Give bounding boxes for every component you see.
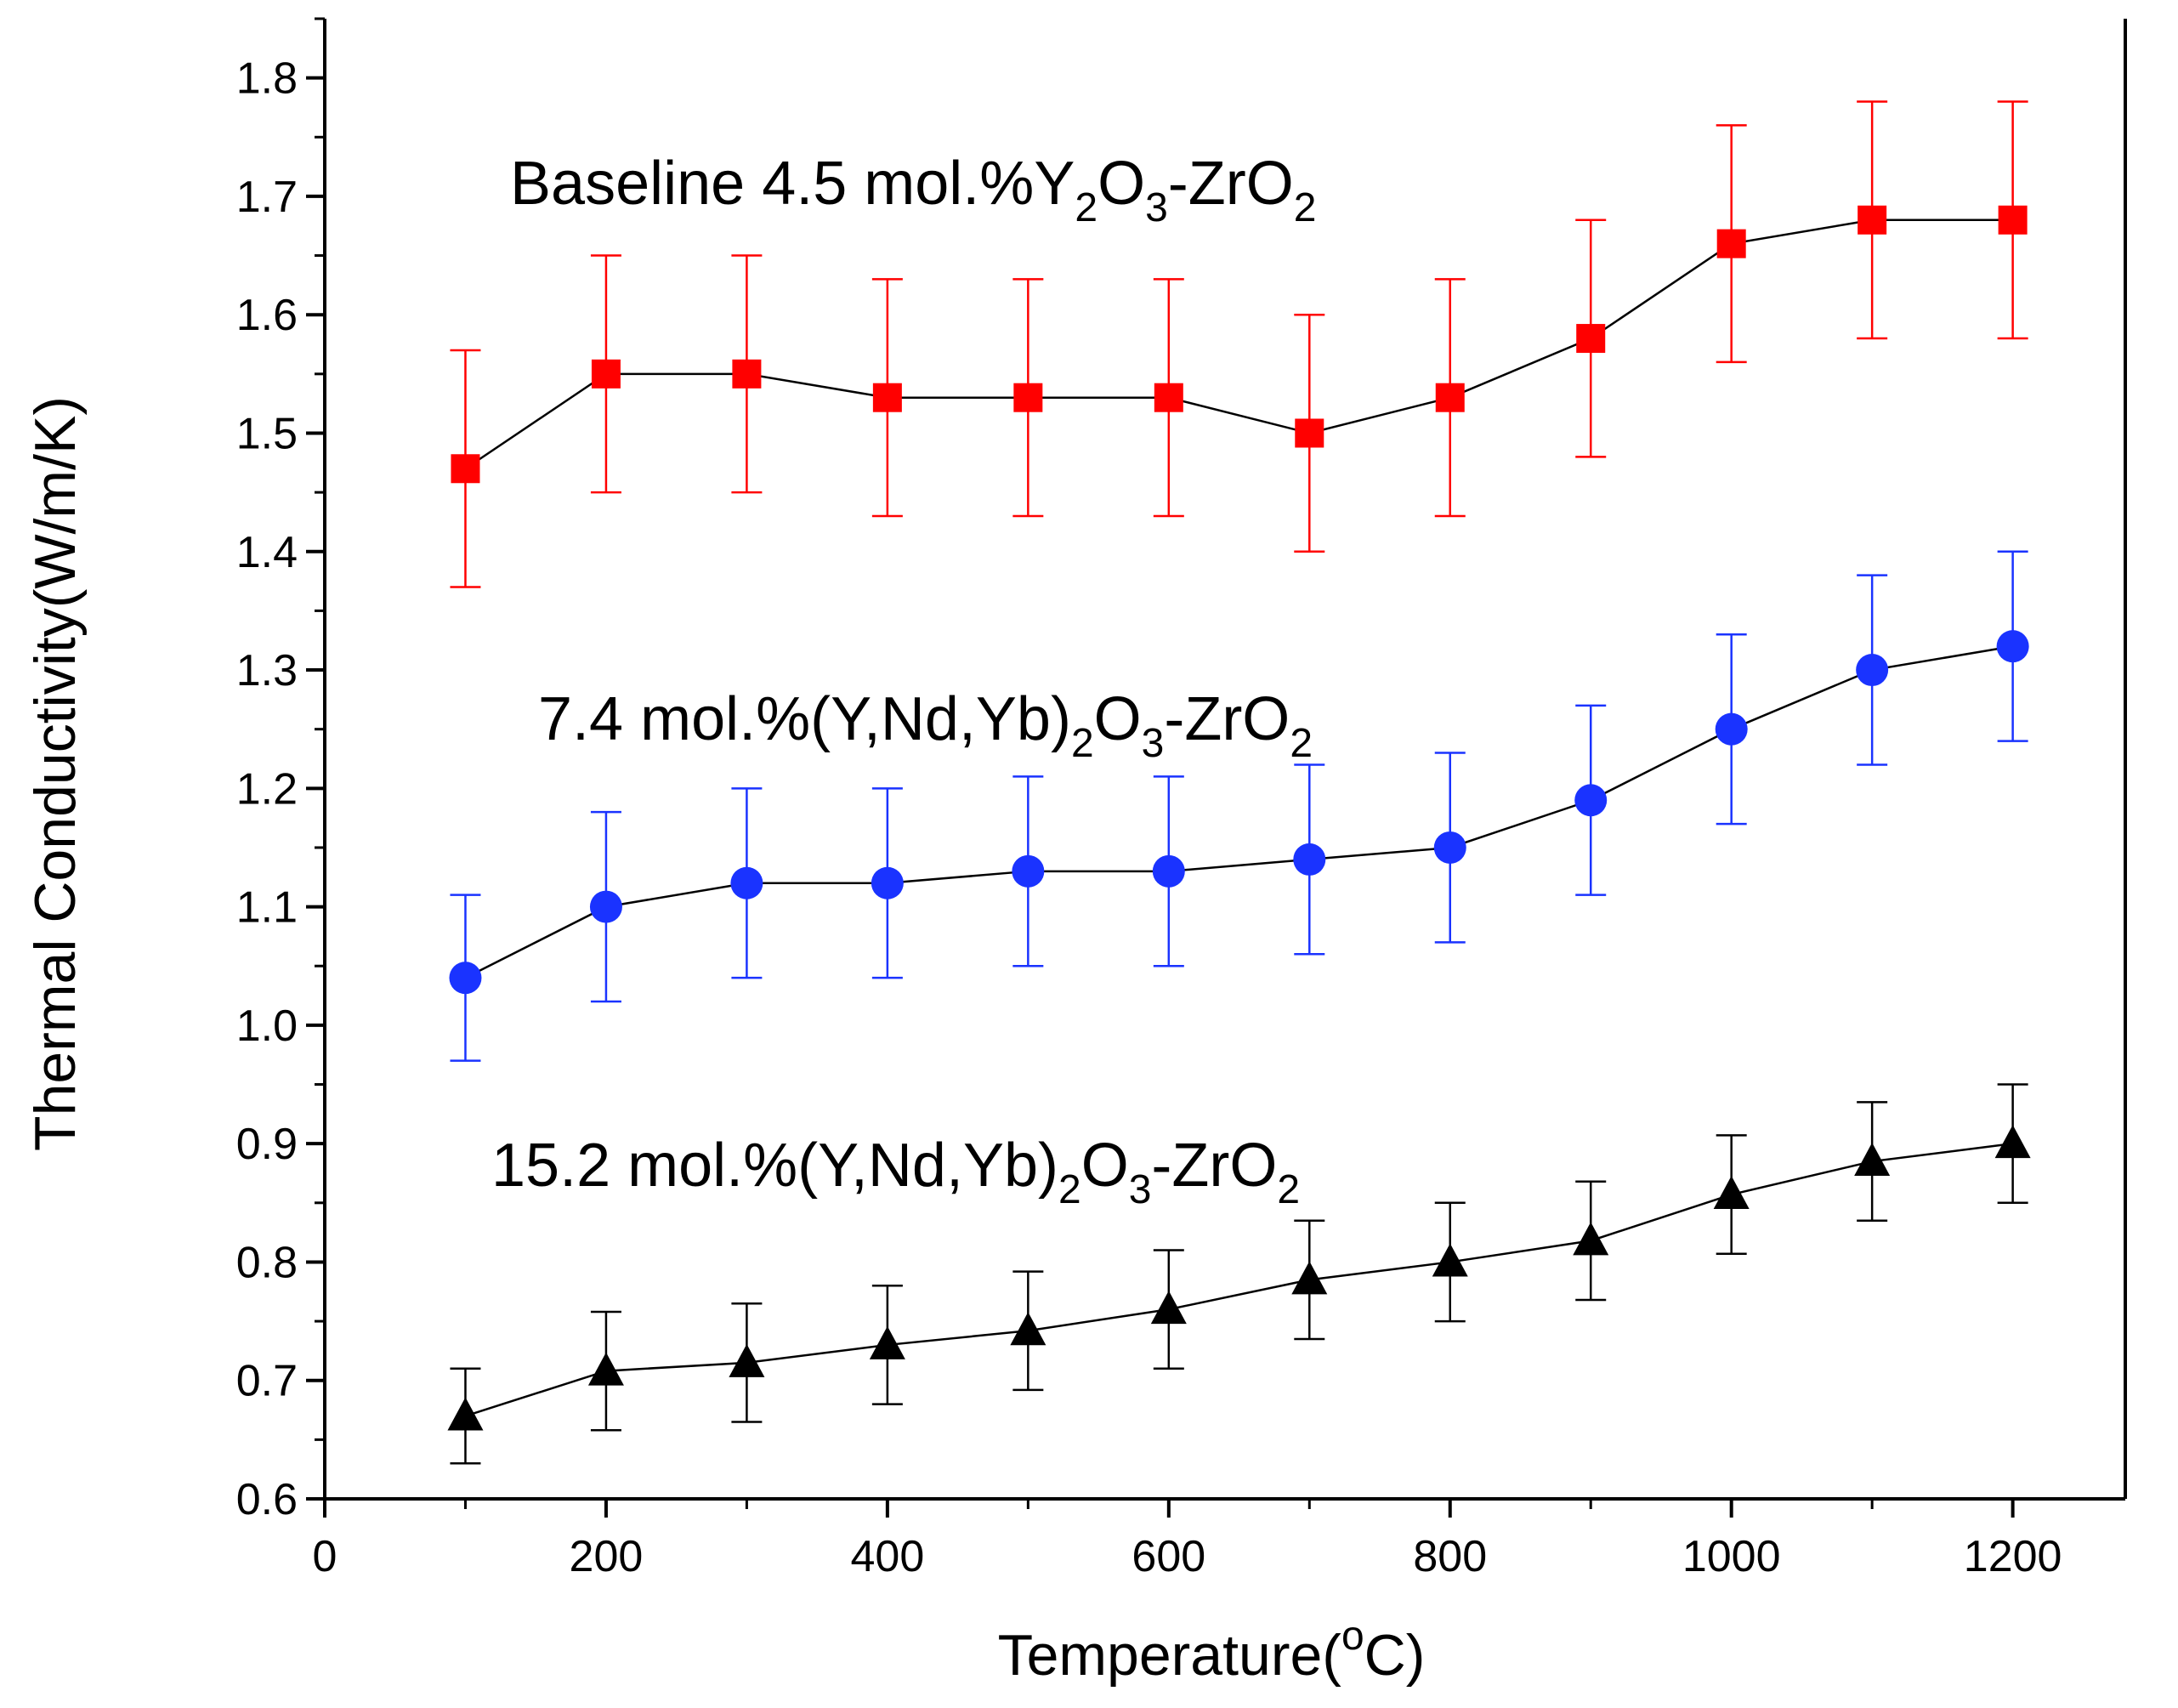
data-point-triangle xyxy=(447,1397,484,1431)
data-point-triangle xyxy=(1573,1222,1609,1256)
data-point-circle xyxy=(1715,712,1748,746)
y-tick-label: 0.6 xyxy=(236,1475,298,1524)
data-point-circle xyxy=(730,866,763,899)
data-point-square xyxy=(1295,418,1324,448)
data-point-circle xyxy=(1152,854,1185,888)
x-tick-label: 600 xyxy=(1132,1532,1205,1581)
data-point-triangle xyxy=(1994,1125,2031,1159)
y-tick-label: 1.2 xyxy=(236,764,298,814)
x-tick-label: 800 xyxy=(1413,1532,1487,1581)
annotation-baseline: Baseline 4.5 mol.%Y2O3-ZrO2 xyxy=(510,150,1316,230)
y-tick-label: 1.5 xyxy=(236,409,298,458)
x-axis-title: Temperature(oC) xyxy=(998,1614,1426,1688)
data-point-triangle xyxy=(1854,1143,1891,1177)
y-tick-label: 1.0 xyxy=(236,1002,298,1051)
series-square xyxy=(450,100,2028,588)
x-tick-label: 200 xyxy=(570,1532,644,1581)
data-point-square xyxy=(732,359,762,389)
x-tick-label: 1000 xyxy=(1682,1532,1781,1581)
data-point-square xyxy=(872,383,902,412)
data-point-square xyxy=(1154,383,1183,412)
y-tick-label: 0.8 xyxy=(236,1238,298,1287)
series-circle xyxy=(449,550,2029,1062)
y-tick-label: 1.8 xyxy=(236,54,298,104)
data-point-square xyxy=(1998,205,2028,235)
data-point-square xyxy=(1576,324,1606,354)
data-point-square xyxy=(1435,383,1465,412)
y-tick-label: 1.4 xyxy=(236,528,298,577)
y-tick-label: 1.1 xyxy=(236,883,298,933)
data-point-circle xyxy=(1433,831,1466,864)
data-point-circle xyxy=(1012,854,1045,888)
x-tick-label: 0 xyxy=(313,1532,337,1581)
series-layer xyxy=(447,100,2031,1465)
data-point-circle xyxy=(1856,654,1889,687)
data-point-circle xyxy=(1996,630,2029,663)
data-point-circle xyxy=(589,890,622,923)
data-point-square xyxy=(1716,229,1746,258)
data-point-circle xyxy=(871,866,904,899)
y-axis-title: Thermal Conductivity(W/m/K) xyxy=(23,396,88,1151)
data-point-triangle xyxy=(587,1352,624,1386)
data-point-circle xyxy=(449,962,482,995)
annotation-15-2-mol-text: 15.2 mol.%(Y,Nd,Yb) xyxy=(491,1132,1058,1200)
annotation-7-4-mol: 7.4 mol.%(Y,Nd,Yb)2O3-ZrO2 xyxy=(538,685,1313,766)
data-point-square xyxy=(451,454,480,484)
data-point-triangle xyxy=(1291,1261,1328,1295)
axes: 0 200 400 600 800 1000 1200 0.6 0.7 0.8 0.9 1.0 1.1 1… xyxy=(236,17,2127,1581)
annotation-baseline-text: Baseline 4.5 mol.%Y xyxy=(510,150,1075,218)
data-point-square xyxy=(591,359,621,389)
y-tick-label: 0.9 xyxy=(236,1120,298,1169)
data-point-triangle xyxy=(1713,1176,1750,1210)
y-tick-label: 1.7 xyxy=(236,173,298,222)
data-point-square xyxy=(1013,383,1043,412)
data-point-circle xyxy=(1574,784,1608,817)
data-point-triangle xyxy=(1010,1312,1046,1346)
data-point-square xyxy=(1858,205,1887,235)
data-point-triangle xyxy=(729,1343,765,1377)
data-point-triangle xyxy=(869,1325,905,1359)
y-tick-label: 1.6 xyxy=(236,291,298,340)
x-tick-label: 1200 xyxy=(1964,1532,2062,1581)
data-point-circle xyxy=(1293,843,1326,876)
annotation-15-2-mol: 15.2 mol.%(Y,Nd,Yb)2O3-ZrO2 xyxy=(491,1132,1300,1212)
series-line xyxy=(464,218,2013,470)
data-point-triangle xyxy=(1150,1291,1187,1325)
series-line xyxy=(464,644,2013,979)
y-tick-label: 0.7 xyxy=(236,1357,298,1406)
annotation-7-4-mol-text: 7.4 mol.%(Y,Nd,Yb) xyxy=(538,685,1071,753)
series-triangle xyxy=(447,1083,2031,1465)
y-tick-label: 1.3 xyxy=(236,646,298,695)
series-line xyxy=(465,1142,2013,1417)
x-tick-label: 400 xyxy=(850,1532,924,1581)
data-point-triangle xyxy=(1432,1243,1468,1277)
